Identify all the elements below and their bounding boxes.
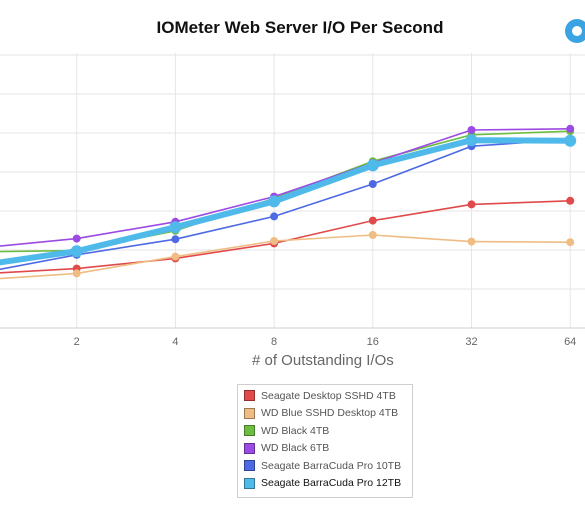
- series-line: [0, 128, 571, 247]
- legend-item[interactable]: Seagate BarraCuda Pro 12TB: [238, 475, 412, 493]
- x-tick-label: 32: [465, 336, 477, 348]
- legend-label: WD Black 4TB: [261, 424, 330, 437]
- data-point[interactable]: [366, 159, 379, 172]
- legend-label: WD Blue SSHD Desktop 4TB: [261, 407, 399, 420]
- legend-item[interactable]: WD Black 4TB: [238, 422, 412, 440]
- legend-label: Seagate BarraCuda Pro 10TB: [261, 459, 402, 472]
- x-tick-label: 64: [564, 336, 576, 348]
- data-point[interactable]: [171, 235, 180, 244]
- data-point[interactable]: [72, 234, 81, 243]
- x-tick-label: 2: [74, 336, 80, 348]
- series-line: [0, 137, 571, 266]
- x-tick-label: 16: [367, 336, 379, 348]
- series-5: [0, 135, 575, 271]
- data-point[interactable]: [268, 195, 281, 208]
- gridlines: [0, 53, 585, 329]
- data-point[interactable]: [169, 221, 182, 234]
- series-line: [0, 138, 571, 271]
- data-point[interactable]: [467, 237, 476, 246]
- data-point[interactable]: [467, 126, 476, 134]
- legend-swatch: [244, 390, 255, 402]
- data-point[interactable]: [270, 237, 279, 245]
- data-point[interactable]: [70, 245, 83, 258]
- data-point[interactable]: [368, 216, 377, 225]
- data-point[interactable]: [368, 180, 377, 188]
- x-tick-label: 4: [172, 336, 178, 348]
- legend-item[interactable]: WD Black 6TB: [238, 440, 412, 458]
- data-point[interactable]: [465, 134, 478, 147]
- series-6: [0, 134, 577, 266]
- bullseye-icon[interactable]: [565, 19, 585, 43]
- legend-swatch: [244, 442, 255, 454]
- series-2: [0, 231, 575, 280]
- series-line: [0, 130, 571, 253]
- legend-swatch: [244, 425, 255, 437]
- legend-label: Seagate BarraCuda Pro 12TB: [261, 477, 402, 490]
- data-point[interactable]: [72, 269, 81, 278]
- chart-title: IOMeter Web Server I/O Per Second: [156, 18, 444, 37]
- data-point[interactable]: [566, 124, 575, 133]
- legend-item[interactable]: Seagate BarraCuda Pro 10TB: [238, 457, 412, 475]
- data-point[interactable]: [566, 196, 575, 205]
- legend-swatch: [244, 407, 255, 419]
- data-point[interactable]: [270, 212, 279, 221]
- legend-label: Seagate Desktop SSHD 4TB: [261, 389, 396, 402]
- legend-swatch: [244, 460, 255, 472]
- legend-item[interactable]: WD Blue SSHD Desktop 4TB: [238, 405, 412, 423]
- x-axis-label: # of Outstanding I/Os: [252, 352, 394, 369]
- data-point[interactable]: [467, 200, 476, 209]
- data-point[interactable]: [564, 134, 577, 147]
- data-point[interactable]: [566, 238, 575, 247]
- x-tick-label: 8: [271, 336, 277, 348]
- series-4: [0, 124, 575, 247]
- data-point[interactable]: [171, 252, 180, 261]
- legend-item[interactable]: Seagate Desktop SSHD 4TB: [238, 387, 412, 405]
- data-point[interactable]: [368, 231, 377, 239]
- series-lines: [0, 124, 577, 280]
- x-tick-labels: 2 4 8 16 32 64: [74, 336, 577, 348]
- legend: Seagate Desktop SSHD 4TB WD Blue SSHD Des…: [237, 384, 413, 498]
- legend-swatch: [244, 477, 255, 489]
- series-line: [0, 234, 571, 280]
- legend-label: WD Black 6TB: [261, 442, 330, 455]
